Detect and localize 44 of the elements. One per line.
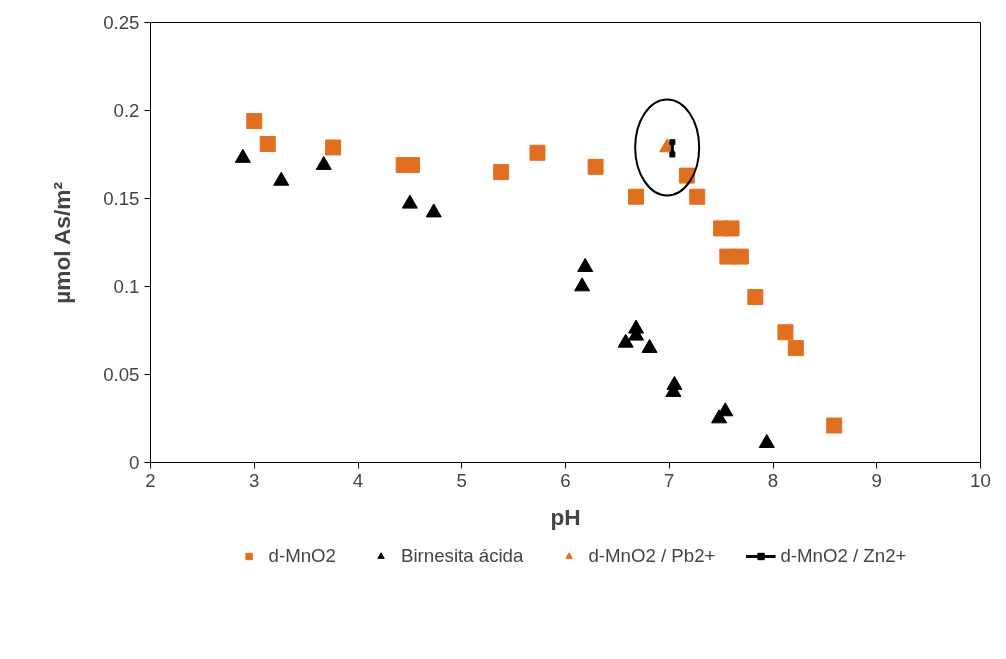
point <box>617 333 634 348</box>
point <box>401 194 418 209</box>
legend-label: Birnesita ácida <box>401 545 524 567</box>
point <box>529 144 546 161</box>
point <box>325 139 342 156</box>
point <box>689 188 706 205</box>
x-tick-label: 9 <box>871 469 882 491</box>
point <box>246 113 263 130</box>
point <box>732 248 749 265</box>
y-tick-label: 0.1 <box>113 276 140 297</box>
y-tick-label: 0.2 <box>113 100 140 121</box>
x-tick-label: 4 <box>352 469 364 491</box>
x-tick-label: 5 <box>456 469 467 491</box>
point <box>493 164 510 181</box>
point <box>777 324 794 341</box>
y-tick-label: 0.05 <box>103 364 140 385</box>
y-axis-title: µmol As/m² <box>49 181 76 304</box>
x-tick-label: 3 <box>249 469 260 491</box>
point <box>747 289 764 306</box>
point <box>587 158 604 175</box>
point <box>711 409 728 424</box>
point <box>641 338 658 353</box>
point <box>574 277 591 292</box>
y-tick-label: 0.25 <box>103 12 140 33</box>
legend-label: d-MnO2 / Pb2+ <box>588 545 716 567</box>
point <box>577 257 594 272</box>
point <box>628 188 645 205</box>
point <box>425 203 442 218</box>
legend-label: d-MnO2 / Zn2+ <box>780 545 907 567</box>
y-tick-label: 0.15 <box>103 188 140 209</box>
point <box>723 220 740 237</box>
x-tick-label: 7 <box>664 469 675 491</box>
x-axis-title: pH <box>550 503 581 530</box>
x-tick-label: 8 <box>767 469 779 491</box>
point <box>669 139 676 146</box>
x-tick-label: 6 <box>560 469 571 491</box>
point <box>403 157 420 174</box>
legend-label: d-MnO2 <box>268 545 336 567</box>
point <box>758 433 775 448</box>
x-tick-label: 10 <box>970 469 991 491</box>
x-tick-label: 2 <box>145 469 156 491</box>
point <box>669 151 676 158</box>
point <box>259 135 276 152</box>
y-tick-label: 0 <box>129 452 140 473</box>
